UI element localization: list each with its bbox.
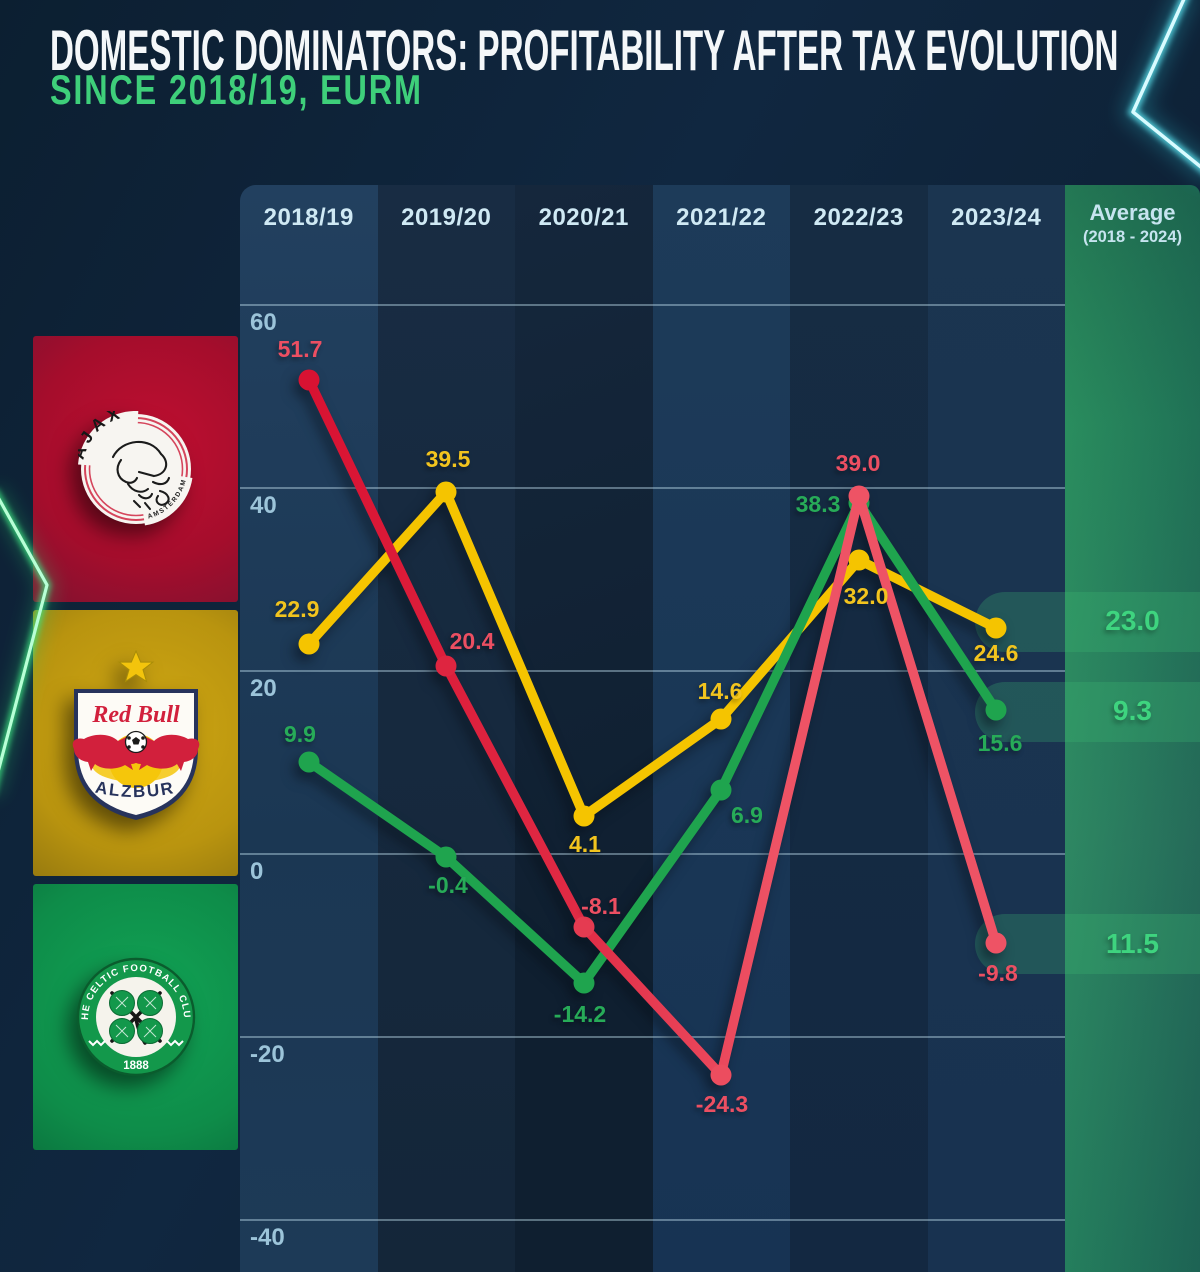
data-label-ajax-2020-21: -8.1 xyxy=(581,893,621,919)
data-label-celtic-2018-19: 9.9 xyxy=(284,721,316,747)
season-column xyxy=(790,185,928,1272)
average-column-header: Average (2018 - 2024) xyxy=(1065,185,1200,247)
chart-panel: 2018/19 2019/20 2020/21 2021/22 2022/23 … xyxy=(240,185,1200,1272)
average-band-celtic xyxy=(975,682,1200,742)
gridline-60 xyxy=(240,304,1065,306)
data-label-ajax-2018-19: 51.7 xyxy=(277,336,323,362)
red-bull-salzburg-crest-icon: Red Bull SALZBURG xyxy=(72,649,199,820)
celtic-crest-icon: THE CELTIC FOOTBALL CLUB 1888 xyxy=(76,957,195,1077)
gridline-20 xyxy=(240,670,1065,672)
ajax-crest-icon: AJAX AMSTERDAM xyxy=(78,411,192,526)
y-tick-label: 60 xyxy=(250,309,277,336)
crest-star-icon xyxy=(117,649,154,683)
crest-clover-icon xyxy=(108,990,163,1045)
data-label-salzburg-2020-21: 4.1 xyxy=(569,831,601,857)
data-label-celtic-2019-20: -0.4 xyxy=(428,872,468,898)
data-label-salzburg-2022-23: 32.0 xyxy=(843,583,889,609)
season-header-2018-19: 2018/19 xyxy=(263,204,354,231)
y-tick-label: 20 xyxy=(250,675,277,702)
season-column xyxy=(515,185,653,1272)
season-column xyxy=(377,185,515,1272)
series-line-ajax xyxy=(298,369,1007,1086)
data-label-salzburg-2021-22: 14.6 xyxy=(697,678,743,704)
y-tick-label: -20 xyxy=(250,1041,285,1068)
crest-flourish-icon xyxy=(87,1039,184,1047)
average-value-celtic: 9.3 xyxy=(1113,695,1152,726)
average-column xyxy=(1065,185,1200,1272)
season-column xyxy=(927,185,1065,1272)
crest-football-icon xyxy=(124,730,147,754)
average-band-salzburg xyxy=(975,592,1200,652)
club-panel-red-bull-salzburg: Red Bull SALZBURG xyxy=(33,610,238,876)
gridline-neg20 xyxy=(240,1036,1065,1038)
red-bull-wordmark: Red Bull xyxy=(91,702,180,728)
data-label-celtic-2021-22: 6.9 xyxy=(731,802,763,828)
data-label-celtic-2023-24: 15.6 xyxy=(977,730,1023,756)
series-line-salzburg xyxy=(298,481,1007,827)
season-header-2020-21: 2020/21 xyxy=(538,204,629,231)
data-label-ajax-2023-24: -9.8 xyxy=(978,960,1018,986)
season-header-2023-24: 2023/24 xyxy=(951,204,1042,231)
series-lines xyxy=(298,369,1007,1086)
average-label: Average xyxy=(1089,200,1176,225)
data-label-salzburg-2023-24: 24.6 xyxy=(973,640,1019,666)
gridline-40 xyxy=(240,487,1065,489)
gridline-0 xyxy=(240,853,1065,855)
season-header-2021-22: 2021/22 xyxy=(676,204,767,231)
data-label-salzburg-2018-19: 22.9 xyxy=(274,596,320,622)
data-label-salzburg-2019-20: 39.5 xyxy=(425,446,471,472)
data-label-ajax-2019-20: 20.4 xyxy=(449,628,495,654)
neon-chevron-top-right-icon xyxy=(1120,0,1200,180)
average-value-ajax: 11.5 xyxy=(1106,928,1159,959)
series-line-celtic xyxy=(298,492,1007,994)
page-title: DOMESTIC DOMINATORS: PROFITABILITY AFTER… xyxy=(50,17,1119,83)
season-column xyxy=(240,185,378,1272)
club-panel-ajax: AJAX AMSTERDAM xyxy=(33,336,238,602)
average-value-salzburg: 23.0 xyxy=(1105,605,1160,636)
club-panel-celtic: THE CELTIC FOOTBALL CLUB 1888 xyxy=(33,884,238,1150)
average-band-ajax xyxy=(975,914,1200,974)
data-label-ajax-2022-23: 39.0 xyxy=(835,450,881,476)
gridline-neg40 xyxy=(240,1219,1065,1221)
season-header-2019-20: 2019/20 xyxy=(401,204,492,231)
y-tick-label: -40 xyxy=(250,1224,285,1251)
data-label-ajax-2021-22: -24.3 xyxy=(695,1091,749,1117)
season-header-2022-23: 2022/23 xyxy=(813,204,904,231)
data-label-celtic-2020-21: -14.2 xyxy=(553,1001,607,1027)
page-subtitle: SINCE 2018/19, EURM xyxy=(50,66,423,114)
y-tick-label: 40 xyxy=(250,492,277,519)
celtic-year: 1888 xyxy=(123,1060,149,1072)
y-tick-label: 0 xyxy=(250,858,264,885)
data-label-celtic-2022-23: 38.3 xyxy=(795,491,841,517)
ajax-player-lineart-icon xyxy=(111,440,170,511)
average-range-label: (2018 - 2024) xyxy=(1082,228,1183,246)
